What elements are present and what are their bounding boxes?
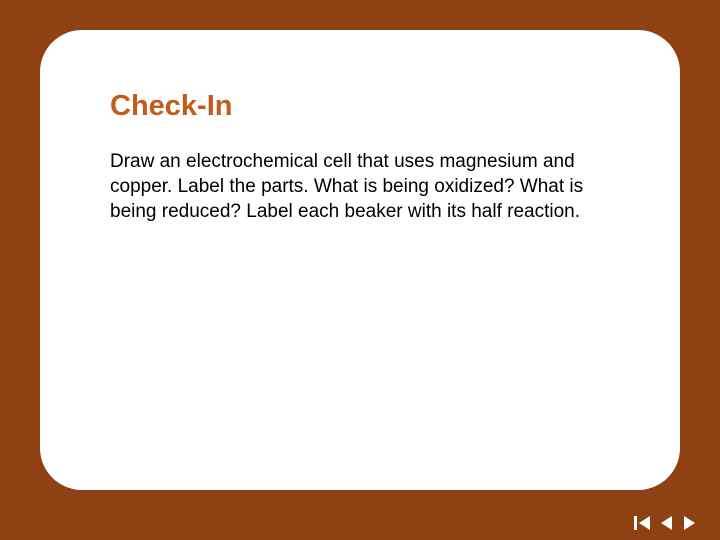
slide-background: Check-In Draw an electrochemical cell th… bbox=[0, 0, 720, 540]
slide-body-text: Draw an electrochemical cell that uses m… bbox=[110, 149, 590, 224]
content-panel: Check-In Draw an electrochemical cell th… bbox=[40, 30, 680, 490]
slide-nav bbox=[634, 516, 696, 530]
skip-first-icon[interactable] bbox=[634, 516, 652, 530]
next-icon[interactable] bbox=[682, 516, 696, 530]
prev-icon[interactable] bbox=[660, 516, 674, 530]
slide-title: Check-In bbox=[110, 90, 610, 123]
